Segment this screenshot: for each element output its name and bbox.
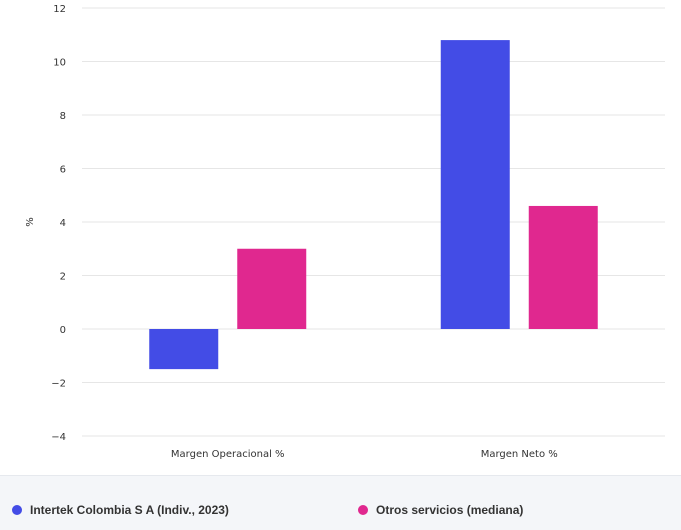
legend-item-intertek[interactable]: Intertek Colombia S A (Indiv., 2023) [12, 503, 229, 517]
y-tick-label: 8 [60, 111, 66, 122]
y-tick-label: −4 [51, 432, 66, 443]
bar-otros-servicios-margen-operacional[interactable] [237, 248, 307, 329]
y-tick-label: −2 [51, 379, 66, 390]
y-tick-label: 0 [60, 325, 66, 336]
legend-marker-icon [12, 505, 22, 515]
legend-marker-icon [358, 505, 368, 515]
category-label: Margen Operacional % [171, 449, 285, 460]
category-labels: Margen Operacional % Margen Neto % [171, 449, 558, 460]
legend-item-otros-servicios[interactable]: Otros servicios (mediana) [358, 503, 523, 517]
chart-area: −4 −2 0 2 4 6 8 10 12 Margen Operacional % Margen… [25, 4, 665, 460]
y-tick-labels: −4 −2 0 2 4 6 8 10 12 [51, 4, 66, 443]
legend-label: Otros servicios (mediana) [376, 503, 524, 517]
legend-label: Intertek Colombia S A (Indiv., 2023) [30, 503, 229, 517]
legend: Intertek Colombia S A (Indiv., 2023) Otr… [0, 475, 681, 530]
y-tick-label: 10 [53, 58, 66, 69]
bar-intertek-margen-neto[interactable] [440, 40, 510, 329]
y-tick-label: 12 [53, 4, 66, 15]
bars [149, 40, 598, 370]
y-axis-title: % [25, 217, 36, 227]
y-tick-label: 4 [60, 218, 66, 229]
bar-otros-servicios-margen-neto[interactable] [528, 205, 598, 329]
y-tick-label: 6 [60, 165, 66, 176]
y-tick-label: 2 [60, 272, 66, 283]
bar-intertek-margen-operacional[interactable] [149, 329, 219, 370]
category-label: Margen Neto % [481, 449, 558, 460]
